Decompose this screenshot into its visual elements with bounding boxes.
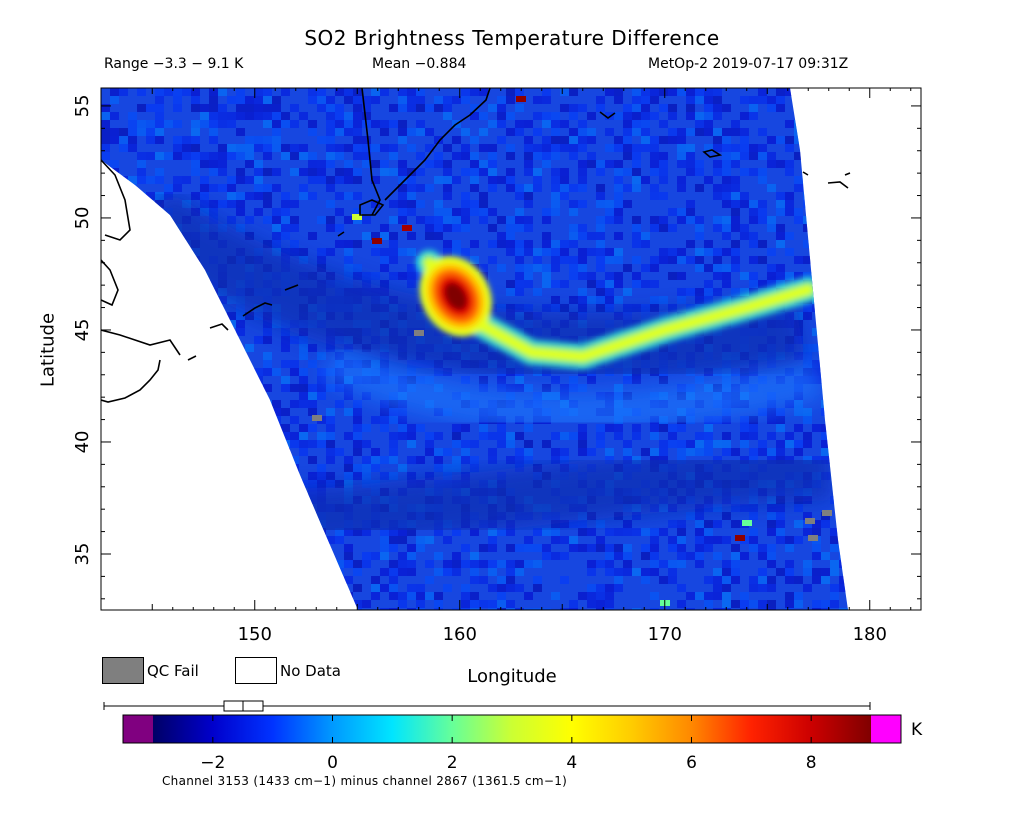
- qc-fail-swatch: [102, 657, 144, 684]
- flagged-pixel: [735, 535, 745, 541]
- no-data-swatch: [235, 657, 277, 684]
- mean-text: Mean −0.884: [372, 56, 467, 72]
- y-tick-label: 45: [72, 319, 93, 342]
- x-tick-label: 150: [238, 624, 272, 645]
- flagged-pixel: [822, 510, 832, 516]
- flagged-pixel: [402, 225, 412, 231]
- colorbar-tick-label: 0: [327, 753, 338, 773]
- x-tick-label: 180: [853, 624, 887, 645]
- colorbar-tick-label: 8: [806, 753, 817, 773]
- flagged-pixel: [372, 238, 382, 244]
- colorbar-tick-label: 4: [566, 753, 577, 773]
- y-tick-label: 55: [72, 94, 93, 117]
- no-data-label: No Data: [280, 662, 341, 680]
- flagged-pixel: [742, 520, 752, 526]
- satellite-time-text: MetOp-2 2019-07-17 09:31Z: [648, 56, 849, 72]
- flagged-pixel: [805, 518, 815, 524]
- flagged-pixel: [312, 415, 322, 421]
- colorbar-overflow: [871, 715, 901, 743]
- colorbar-tick-label: 6: [686, 753, 697, 773]
- x-tick-label: 170: [648, 624, 682, 645]
- y-tick-label: 50: [72, 206, 93, 229]
- flagged-pixel: [414, 330, 424, 336]
- y-axis: 35 40 45 50 55: [72, 94, 921, 600]
- coastlines: [101, 88, 851, 403]
- y-tick-label: 35: [72, 543, 93, 566]
- x-axis-label: Longitude: [467, 666, 557, 687]
- colorbar-tick-label: 2: [447, 753, 458, 773]
- x-tick-label: 160: [443, 624, 477, 645]
- range-text: Range −3.3 − 9.1 K: [104, 56, 244, 72]
- chart-title: SO2 Brightness Temperature Difference: [304, 26, 720, 50]
- flagged-pixel: [808, 535, 818, 541]
- channel-caption: Channel 3153 (1433 cm−1) minus channel 2…: [162, 774, 568, 788]
- x-axis: 150 160 170 180: [151, 88, 912, 645]
- colorbar-unit: K: [911, 720, 923, 740]
- qc-fail-label: QC Fail: [147, 662, 199, 680]
- y-tick-label: 40: [72, 431, 93, 454]
- colorbar-underflow: [123, 715, 153, 743]
- flagged-pixel: [352, 214, 362, 220]
- flagged-pixel: [516, 96, 526, 102]
- colorbar-gradient: [153, 715, 871, 743]
- colorbar-tick-label: −2: [200, 753, 225, 773]
